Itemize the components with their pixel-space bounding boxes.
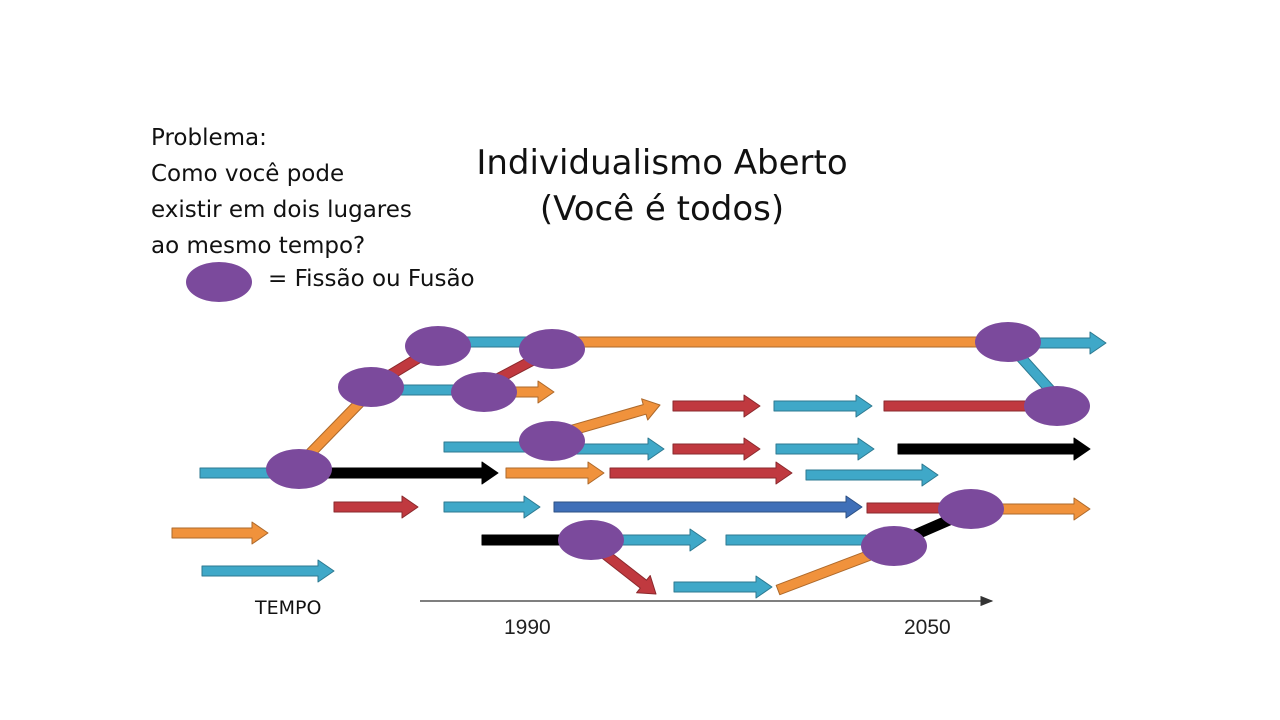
timeline-arrow-teal <box>775 437 875 461</box>
problem-line-2: Como você pode <box>151 161 345 187</box>
timeline-arrow-teal <box>673 575 773 599</box>
year-1990-label: 1990 <box>504 616 551 639</box>
timeline-arrow-teal <box>201 559 335 583</box>
timeline-arrow-orange <box>505 461 605 485</box>
timeline-arrow-teal <box>773 394 873 418</box>
timeline-arrow-orange <box>551 336 1009 348</box>
legend-label: = Fissão ou Fusão <box>268 266 475 292</box>
timeline-arrow-teal <box>805 463 939 487</box>
timeline-arrow-orange <box>171 521 269 545</box>
timeline-arrow-blue <box>553 495 863 519</box>
timeline-arrow-teal <box>725 534 867 546</box>
problem-line-3: existir em dois lugares <box>151 197 412 223</box>
slide-title: Individualismo Aberto (Você é todos) <box>462 140 862 232</box>
fission-fusion-node <box>338 367 404 407</box>
timeline-arrow-black <box>897 437 1091 461</box>
timeline-arrow-red <box>672 437 761 461</box>
time-axis-label: TEMPO <box>255 597 322 619</box>
timeline-arrow-red <box>333 495 419 519</box>
problem-line-1: Problema: <box>151 125 267 151</box>
timeline-arrow-red <box>609 461 793 485</box>
fission-fusion-node <box>451 372 517 412</box>
timeline-arrow-red <box>672 394 761 418</box>
problem-line-4: ao mesmo tempo? <box>151 233 366 259</box>
fission-fusion-node <box>558 520 624 560</box>
problem-statement: Problema: Como você pode existir em dois… <box>151 120 412 264</box>
legend-node-icon <box>186 262 252 302</box>
timeline-arrow-teal <box>443 495 541 519</box>
fission-fusion-node <box>405 326 471 366</box>
fission-fusion-node <box>519 421 585 461</box>
fission-fusion-node <box>266 449 332 489</box>
year-2050-label: 2050 <box>904 616 951 639</box>
fission-fusion-node <box>975 322 1041 362</box>
fission-fusion-node <box>938 489 1004 529</box>
fission-fusion-node <box>1024 386 1090 426</box>
fission-fusion-node <box>861 526 927 566</box>
fission-fusion-node <box>519 329 585 369</box>
title-line-1: Individualismo Aberto <box>476 143 848 183</box>
title-line-2: (Você é todos) <box>539 189 785 229</box>
